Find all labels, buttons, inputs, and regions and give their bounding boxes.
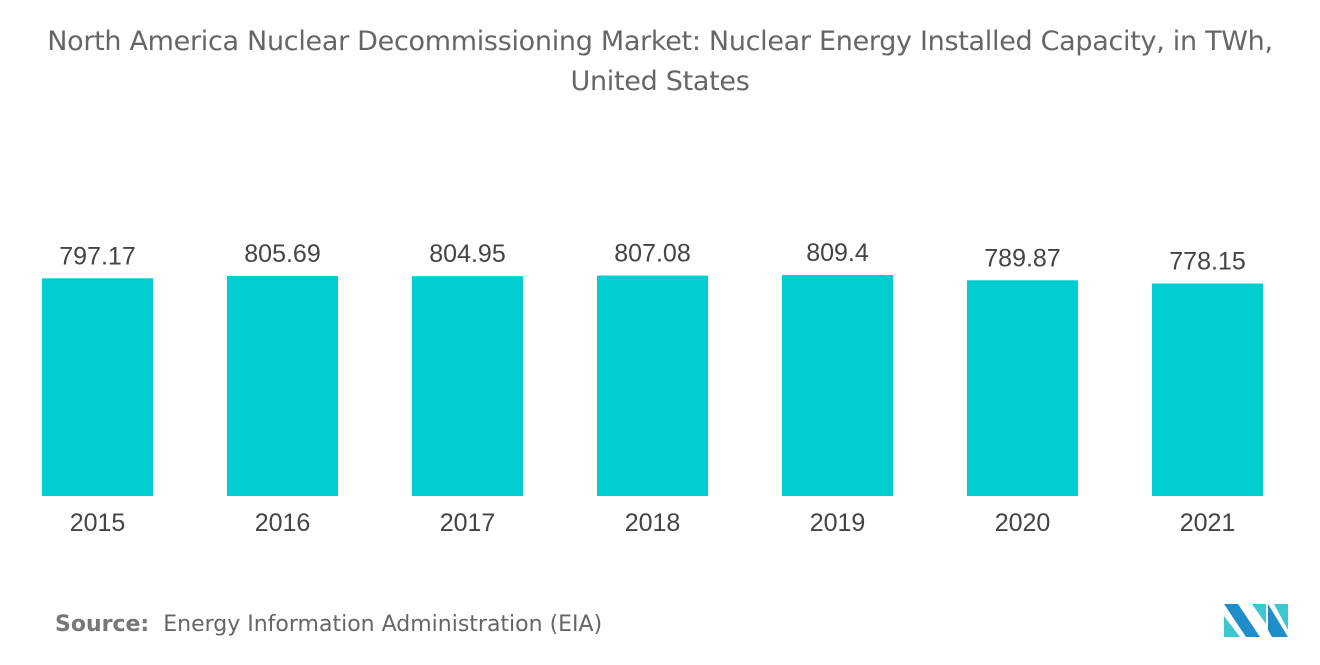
data-label: 797.17 xyxy=(59,242,135,270)
bar-2017 xyxy=(412,276,523,496)
bar-2020 xyxy=(967,280,1078,496)
brand-logo xyxy=(1224,604,1288,637)
x-tick-label: 2018 xyxy=(625,509,681,537)
x-tick-label: 2021 xyxy=(1180,509,1236,537)
data-label: 809.4 xyxy=(806,239,869,267)
chart-title: North America Nuclear Decommissioning Ma… xyxy=(47,26,1273,97)
source-text: Energy Information Administration (EIA) xyxy=(163,612,603,637)
bar-2016 xyxy=(227,275,338,496)
x-tick-label: 2016 xyxy=(255,509,311,537)
bar-2018 xyxy=(597,275,708,496)
source-label: Source: xyxy=(55,612,150,637)
data-label: 778.15 xyxy=(1169,247,1245,275)
x-tick-label: 2015 xyxy=(70,509,126,537)
x-tick-label: 2019 xyxy=(810,509,866,537)
x-tick-label: 2017 xyxy=(440,509,496,537)
data-label: 804.95 xyxy=(429,240,505,268)
data-label: 807.08 xyxy=(614,240,690,268)
data-label: 805.69 xyxy=(244,240,320,268)
bar-chart: 797.17 2015 805.69 2016 804.95 2017 807.08 2018… xyxy=(42,239,1263,537)
x-tick-label: 2020 xyxy=(995,509,1051,537)
bar-2021 xyxy=(1152,283,1263,496)
bar-2019 xyxy=(782,274,893,496)
data-label: 789.87 xyxy=(984,244,1060,272)
bar-2015 xyxy=(42,278,153,496)
source-note: Source: Energy Information Administration… xyxy=(55,612,602,637)
